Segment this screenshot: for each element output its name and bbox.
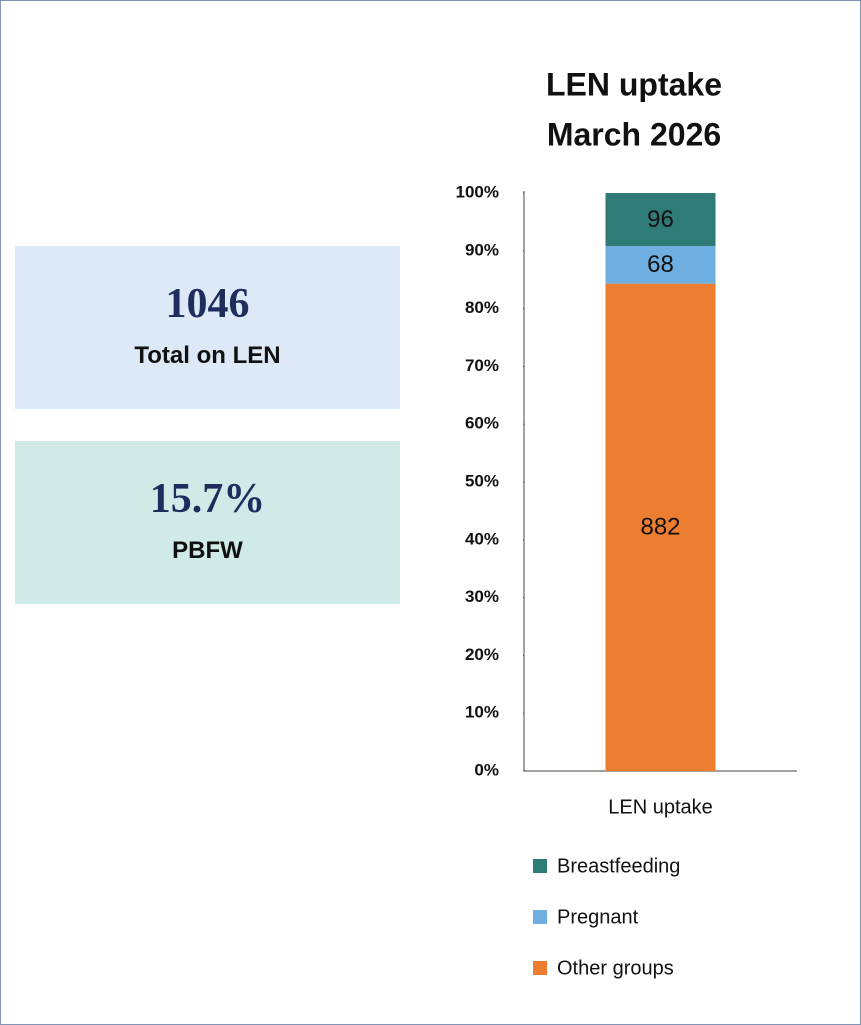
bar-segment: [605, 193, 716, 247]
kpi-value: 15.7%: [149, 476, 266, 522]
y-tick-label: 40%: [465, 529, 499, 548]
y-tick-label: 70%: [465, 356, 499, 375]
y-tick-label: 20%: [465, 645, 499, 664]
chart-subtitle: March 2026: [547, 116, 721, 152]
legend-label: Breastfeeding: [557, 855, 680, 877]
y-tick-label: 90%: [465, 240, 499, 259]
bar-segment: [605, 246, 716, 284]
data-label: 96: [647, 206, 674, 233]
data-label: 882: [640, 514, 680, 541]
kpi-label: Total on LEN: [134, 342, 281, 369]
legend-swatch: [533, 910, 547, 924]
chart-title: LEN uptake: [546, 66, 722, 102]
data-label: 68: [647, 251, 674, 278]
y-tick-label: 10%: [465, 703, 499, 722]
kpi-card: 1046 Total on LEN: [15, 246, 400, 409]
y-tick-label: 0%: [474, 760, 499, 779]
legend-swatch: [533, 961, 547, 975]
x-tick-label: LEN uptake: [608, 796, 713, 818]
kpi-label: PBFW: [172, 537, 243, 564]
y-tick-label: 30%: [465, 587, 499, 606]
legend-label: Pregnant: [557, 906, 639, 928]
legend-swatch: [533, 859, 547, 873]
kpi-value: 1046: [165, 281, 250, 327]
legend-label: Other groups: [557, 957, 674, 979]
y-tick-label: 50%: [465, 471, 499, 490]
y-tick-label: 60%: [465, 414, 499, 433]
y-tick-label: 100%: [456, 182, 499, 201]
y-tick-label: 80%: [465, 298, 499, 317]
kpi-card: 15.7% PBFW: [15, 441, 400, 604]
bar-segment: [605, 283, 716, 771]
